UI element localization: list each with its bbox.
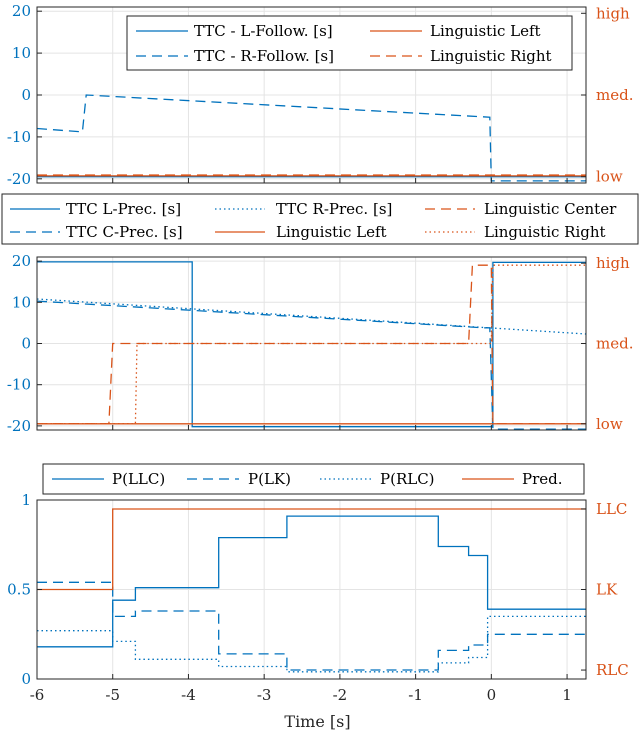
y2-tick-label: low bbox=[596, 415, 623, 433]
y2-tick-label: med. bbox=[596, 86, 633, 104]
y-tick-label: 10 bbox=[12, 44, 31, 62]
x-tick-label: 1 bbox=[562, 686, 572, 704]
legend-label: TTC - R-Follow. [s] bbox=[194, 47, 334, 65]
legend-label: Linguistic Center bbox=[484, 200, 617, 218]
y-tick-label: -10 bbox=[7, 376, 31, 394]
legend-label: Linguistic Left bbox=[276, 223, 387, 241]
series-line-ttc-c-prec-s- bbox=[36, 300, 586, 430]
legend-box bbox=[1, 193, 639, 245]
series-line-linguistic-right bbox=[37, 264, 586, 425]
y-tick-label: 1 bbox=[21, 491, 31, 509]
series-line-p-lk- bbox=[37, 581, 586, 671]
series-line-ttc-r-follow-s- bbox=[36, 94, 586, 182]
series-line-p-llc- bbox=[37, 515, 586, 648]
y-tick-label: 0.5 bbox=[7, 581, 31, 599]
y-tick-label: 20 bbox=[12, 252, 31, 270]
y2-tick-label: med. bbox=[596, 335, 633, 353]
series-line-pred- bbox=[37, 508, 586, 591]
panel-2 bbox=[36, 256, 587, 431]
y2-tick-label: low bbox=[596, 168, 623, 186]
y-tick-label: -20 bbox=[7, 417, 31, 435]
x-axis-label: Time [s] bbox=[284, 712, 350, 731]
legend-label: TTC L-Prec. [s] bbox=[66, 200, 181, 218]
legend-label: Pred. bbox=[522, 470, 563, 488]
y-tick-label: -20 bbox=[7, 170, 31, 188]
series-line-ttc-l-prec-s- bbox=[37, 261, 586, 428]
y2-tick-label: LK bbox=[596, 581, 618, 599]
legend-label: Linguistic Left bbox=[430, 22, 541, 40]
legend-label: TTC C-Prec. [s] bbox=[66, 223, 183, 241]
y2-tick-label: high bbox=[596, 254, 630, 272]
x-tick-label: -3 bbox=[257, 686, 272, 704]
y-tick-label: 0 bbox=[21, 86, 31, 104]
legend-label: P(RLC) bbox=[380, 470, 435, 488]
legend-label: TTC - L-Follow. [s] bbox=[194, 22, 333, 40]
x-tick-label: -5 bbox=[105, 686, 120, 704]
x-tick-label: -4 bbox=[181, 686, 196, 704]
legend-label: Linguistic Right bbox=[430, 47, 552, 65]
y-tick-label: 0 bbox=[21, 335, 31, 353]
y2-tick-label: RLC bbox=[596, 661, 629, 679]
series-line-ttc-r-prec-s- bbox=[36, 298, 587, 335]
legend-box bbox=[126, 15, 573, 71]
y2-tick-label: LLC bbox=[596, 500, 627, 518]
legend-label: P(LLC) bbox=[112, 470, 165, 488]
panel-3 bbox=[36, 499, 587, 680]
y-tick-label: 0 bbox=[21, 670, 31, 688]
y-tick-label: -10 bbox=[7, 128, 31, 146]
y-tick-label: 20 bbox=[12, 2, 31, 20]
x-tick-label: -1 bbox=[408, 686, 423, 704]
y-tick-label: 10 bbox=[12, 293, 31, 311]
legend-label: TTC R-Prec. [s] bbox=[276, 200, 392, 218]
legend-label: Linguistic Right bbox=[484, 223, 606, 241]
series-line-linguistic-center bbox=[37, 264, 586, 425]
y2-tick-label: high bbox=[596, 4, 630, 22]
x-tick-label: 0 bbox=[487, 686, 497, 704]
x-tick-label: -6 bbox=[30, 686, 45, 704]
x-tick-label: -2 bbox=[333, 686, 348, 704]
legend-label: P(LK) bbox=[248, 470, 291, 488]
series-line-p-rlc- bbox=[37, 615, 586, 673]
